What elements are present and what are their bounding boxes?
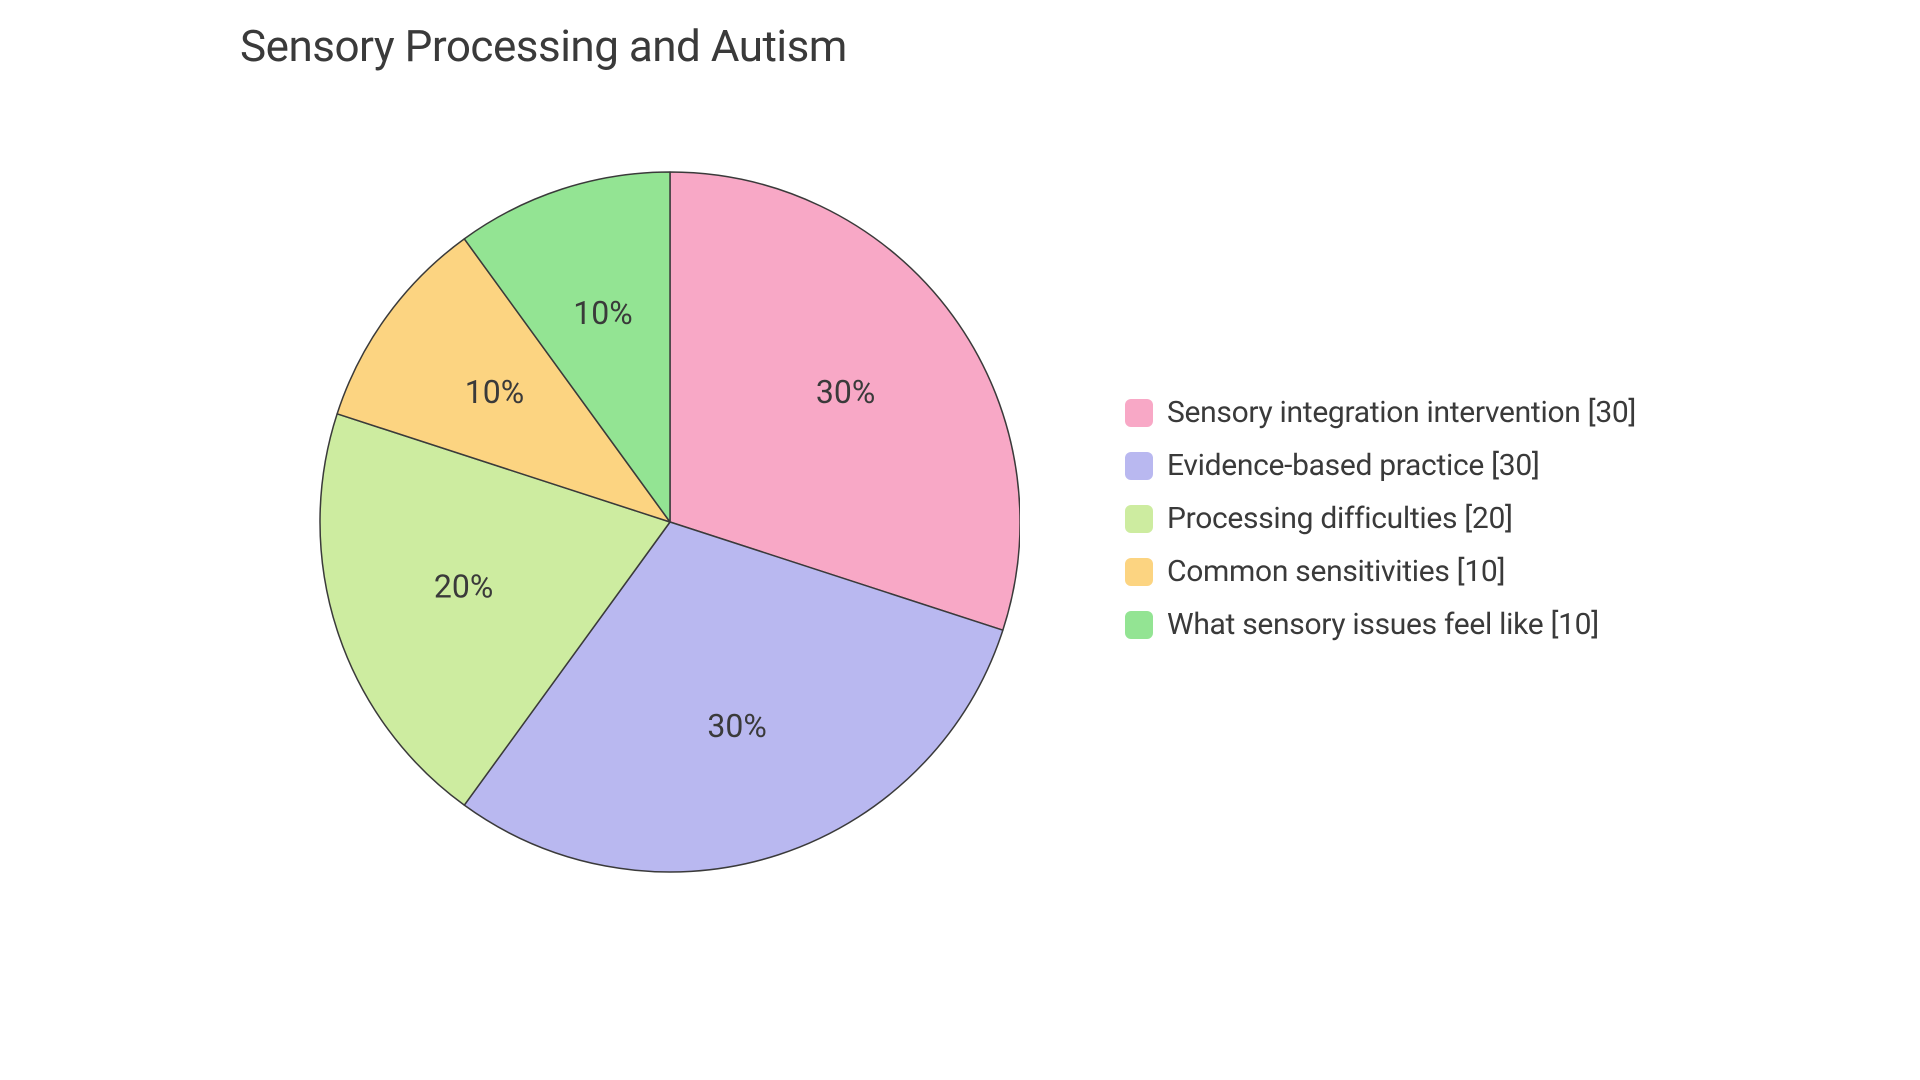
slice-percent-label: 10% xyxy=(465,373,524,411)
slice-percent-label: 10% xyxy=(573,294,632,332)
legend-item: Processing difficulties [20] xyxy=(1125,501,1636,536)
legend: Sensory integration intervention [30] Evi… xyxy=(1125,395,1636,642)
legend-swatch xyxy=(1125,611,1153,639)
legend-label: Sensory integration intervention [30] xyxy=(1167,395,1636,430)
legend-label: Common sensitivities [10] xyxy=(1167,554,1505,589)
pie-chart: 30% 30% 20% 10% 10% xyxy=(120,90,1020,960)
legend-item: What sensory issues feel like [10] xyxy=(1125,607,1636,642)
legend-item: Evidence-based practice [30] xyxy=(1125,448,1636,483)
legend-swatch xyxy=(1125,505,1153,533)
legend-swatch xyxy=(1125,558,1153,586)
slice-percent-label: 20% xyxy=(434,568,493,606)
legend-label: Evidence-based practice [30] xyxy=(1167,448,1540,483)
legend-label: What sensory issues feel like [10] xyxy=(1167,607,1599,642)
legend-label: Processing difficulties [20] xyxy=(1167,501,1513,536)
slice-percent-label: 30% xyxy=(816,373,875,411)
legend-item: Sensory integration intervention [30] xyxy=(1125,395,1636,430)
chart-title: Sensory Processing and Autism xyxy=(240,20,847,72)
legend-swatch xyxy=(1125,452,1153,480)
legend-swatch xyxy=(1125,399,1153,427)
chart-container: Sensory Processing and Autism 30% 30% 20% 1… xyxy=(0,0,1920,1080)
legend-item: Common sensitivities [10] xyxy=(1125,554,1636,589)
slice-percent-label: 30% xyxy=(707,707,766,745)
